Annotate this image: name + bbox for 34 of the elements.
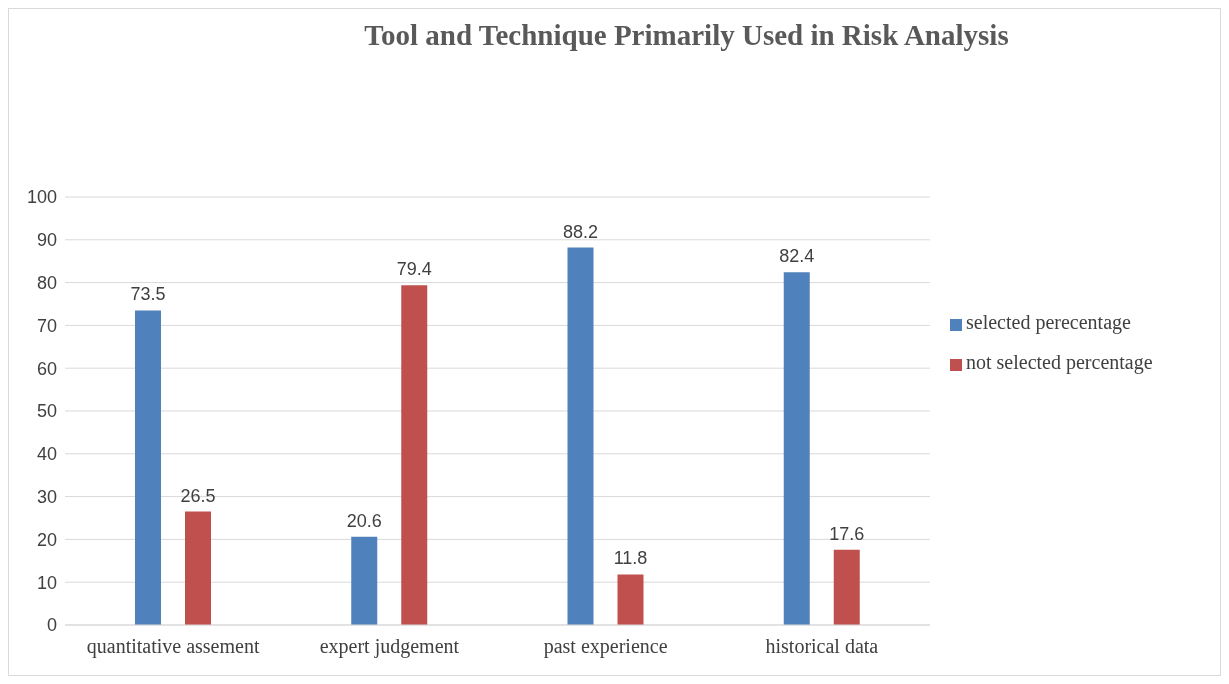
y-tick-label: 70 xyxy=(36,315,57,336)
y-tick-label: 90 xyxy=(36,230,57,251)
chart-title: Tool and Technique Primarily Used in Risk Analysis xyxy=(363,19,1010,52)
bar xyxy=(401,285,428,625)
data-label: 73.5 xyxy=(130,284,166,305)
y-tick-label: 80 xyxy=(36,272,57,293)
data-label: 26.5 xyxy=(180,485,216,506)
x-tick-label: historical data xyxy=(765,635,879,658)
bar xyxy=(617,574,644,625)
y-tick-label: 0 xyxy=(46,615,57,636)
legend-label: selected perecentage xyxy=(966,311,1131,333)
y-tick-label: 10 xyxy=(36,572,57,593)
x-tick-label: past experience xyxy=(543,635,668,659)
data-label: 88.2 xyxy=(562,221,599,242)
x-tick-label: quantitative assement xyxy=(86,635,260,659)
y-tick-label: 100 xyxy=(26,187,57,208)
legend-label: not selected percentage xyxy=(966,351,1153,373)
y-tick-label: 60 xyxy=(36,358,57,379)
bar xyxy=(833,549,860,625)
bar xyxy=(351,536,378,625)
y-tick-label: 20 xyxy=(36,529,57,550)
y-tick-label: 30 xyxy=(36,486,57,507)
data-label: 82.4 xyxy=(779,246,815,267)
data-label: 79.4 xyxy=(396,259,432,280)
x-tick-label: expert judgement xyxy=(319,635,460,659)
bar xyxy=(135,310,161,625)
bar xyxy=(567,247,594,625)
data-label: 11.8 xyxy=(613,548,648,569)
bar xyxy=(783,272,810,625)
bar xyxy=(185,511,211,625)
data-label: 17.6 xyxy=(829,523,865,544)
y-tick-label: 40 xyxy=(36,444,57,465)
y-tick-label: 50 xyxy=(36,401,57,422)
data-label: 20.6 xyxy=(346,510,382,531)
